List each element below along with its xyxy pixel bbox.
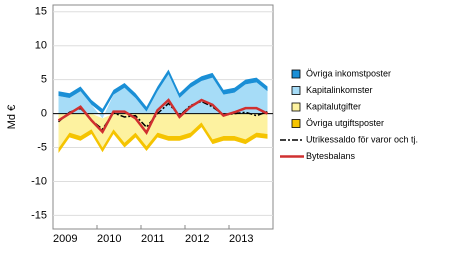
legend-label: Övriga utgiftsposter: [306, 118, 384, 128]
legend-swatch: [291, 86, 301, 95]
area: [58, 113, 268, 149]
legend-swatch: [291, 69, 301, 79]
x-tick-label: 2012: [185, 233, 209, 245]
legend-label: Övriga inkomstposter: [306, 68, 391, 78]
y-tick-label: -10: [31, 175, 47, 187]
x-tick-label: 2011: [141, 233, 165, 245]
y-tick-label: -5: [37, 141, 47, 153]
legend: Övriga inkomstposter Kapitalinkomster Kapi…: [280, 68, 418, 161]
legend-swatch: [291, 119, 301, 128]
line: [57, 98, 269, 135]
y-tick-label: 5: [41, 74, 47, 86]
legend-label: Utrikessaldo för varor och tj.: [306, 134, 418, 144]
y-axis-label: Md €: [6, 105, 18, 129]
area: [58, 69, 268, 114]
y-tick-label: 15: [35, 6, 47, 18]
y-tick-label: 0: [41, 108, 47, 120]
legend-label: Bytesbalans: [306, 151, 356, 161]
y-tick-label: -15: [31, 209, 47, 221]
x-tick-label: 2009: [53, 233, 77, 245]
x-tick-label: 2010: [97, 233, 121, 245]
area: [58, 122, 268, 153]
legend-label: Kapitalinkomster: [306, 85, 373, 95]
y-tick-label: 10: [35, 40, 47, 52]
legend-label: Kapitalutgifter: [306, 101, 361, 111]
x-tick-label: 2013: [229, 233, 253, 245]
legend-swatch: [291, 102, 301, 112]
